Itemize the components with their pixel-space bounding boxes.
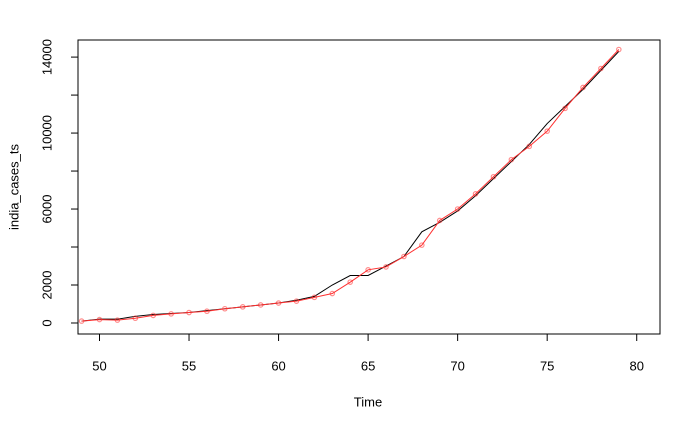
series-point <box>114 317 121 323</box>
series-point <box>186 309 192 316</box>
series-point <box>490 173 497 180</box>
series-point <box>132 315 139 322</box>
series-point <box>365 267 371 273</box>
series-point <box>275 300 282 306</box>
y-tick-label: 6000 <box>39 195 54 224</box>
series-point <box>580 84 586 91</box>
plot-frame <box>77 39 661 335</box>
series-point <box>293 298 300 304</box>
series-point <box>544 128 550 134</box>
series-point <box>150 312 157 319</box>
series-point <box>222 305 228 312</box>
series-point <box>383 264 389 270</box>
series-point <box>401 253 407 260</box>
series-point <box>508 156 515 163</box>
x-tick-label: 75 <box>540 358 554 373</box>
series-point <box>78 318 85 324</box>
series-line <box>81 51 620 322</box>
x-axis-label: Time <box>354 394 382 409</box>
series-line <box>81 49 620 322</box>
series-point <box>168 311 174 317</box>
series-point <box>472 191 479 197</box>
series-point <box>96 316 103 323</box>
series-point <box>526 143 533 150</box>
series-point <box>562 105 568 112</box>
y-tick-label: 0 <box>39 319 54 326</box>
x-tick-label: 70 <box>450 358 464 373</box>
series-point <box>204 308 210 315</box>
series-point <box>436 217 443 224</box>
x-tick-label: 50 <box>92 358 106 373</box>
series-point <box>598 65 604 72</box>
series-point <box>257 302 264 308</box>
series-point <box>347 279 353 285</box>
series-point <box>616 46 622 53</box>
y-axis-label: india_cases_ts <box>6 144 21 230</box>
y-tick-label: 10000 <box>39 115 54 151</box>
series-point <box>311 294 318 301</box>
series-point <box>239 304 246 310</box>
x-tick-label: 60 <box>271 358 285 373</box>
y-tick-label: 2000 <box>39 271 54 300</box>
x-tick-label: 65 <box>361 358 375 373</box>
x-tick-label: 55 <box>182 358 196 373</box>
x-tick-label: 80 <box>629 358 643 373</box>
series-point <box>329 290 336 297</box>
series-point <box>454 206 461 212</box>
y-tick-label: 14000 <box>39 39 54 75</box>
series-point <box>419 242 425 248</box>
